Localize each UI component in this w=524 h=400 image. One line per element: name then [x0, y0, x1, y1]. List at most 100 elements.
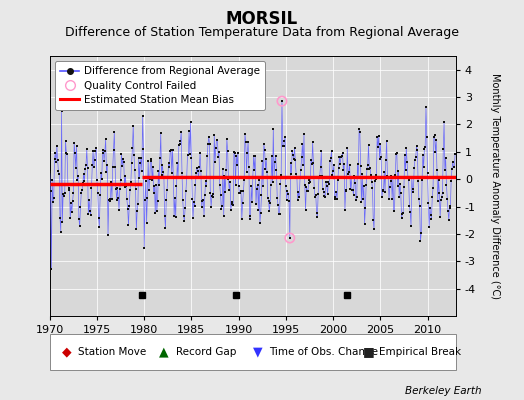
Point [121, 173, 129, 180]
Point [264, 194, 272, 201]
Point [132, 226, 140, 232]
Point [429, 185, 437, 191]
Point [246, 213, 255, 220]
Point [143, 219, 151, 226]
Point [63, 151, 71, 157]
Point [75, 223, 84, 229]
Point [102, 136, 110, 143]
Point [141, 197, 149, 204]
Point [124, 206, 132, 212]
Point [300, 131, 308, 137]
Point [352, 196, 360, 203]
Point [420, 146, 429, 152]
Point [413, 147, 421, 154]
Point [219, 165, 227, 172]
Point [212, 136, 221, 143]
Point [136, 160, 145, 167]
Point [427, 212, 435, 218]
Point [368, 185, 377, 191]
Point [247, 183, 255, 190]
Point [381, 157, 390, 164]
Point [47, 188, 55, 194]
Point [177, 129, 185, 135]
Point [271, 159, 279, 165]
Point [408, 175, 416, 181]
Point [447, 178, 455, 184]
Point [381, 189, 389, 196]
Point [61, 190, 69, 196]
Point [388, 196, 396, 202]
Point [121, 184, 129, 190]
Point [94, 190, 102, 196]
Legend: Difference from Regional Average, Quality Control Failed, Estimated Station Mean: Difference from Regional Average, Qualit… [55, 61, 265, 110]
Point [220, 173, 228, 180]
Point [130, 167, 139, 174]
Point [187, 119, 195, 126]
Point [46, 168, 54, 175]
Point [208, 193, 216, 199]
Point [79, 180, 87, 186]
Point [204, 141, 212, 148]
Point [150, 182, 159, 189]
Point [209, 194, 217, 200]
Point [416, 203, 424, 210]
Text: Berkeley Earth: Berkeley Earth [406, 386, 482, 396]
Point [392, 150, 400, 157]
Point [447, 166, 456, 172]
Point [48, 177, 57, 184]
Point [209, 191, 217, 197]
Point [441, 155, 450, 161]
Point [257, 192, 266, 198]
Point [311, 194, 319, 200]
Point [171, 214, 180, 220]
Point [254, 207, 263, 213]
Point [106, 196, 115, 202]
Point [427, 216, 435, 222]
Point [183, 152, 192, 158]
Point [249, 153, 258, 159]
Point [394, 168, 402, 174]
Point [174, 142, 183, 148]
Point [369, 216, 377, 223]
Point [126, 186, 134, 193]
Point [135, 155, 143, 161]
Point [99, 150, 107, 156]
Point [198, 198, 206, 204]
Point [211, 158, 219, 165]
Point [174, 174, 182, 180]
Point [222, 167, 230, 173]
Point [173, 160, 181, 166]
Point [383, 173, 391, 179]
Point [292, 171, 300, 177]
Point [430, 133, 438, 140]
Point [168, 147, 177, 153]
Point [380, 168, 388, 175]
Point [134, 200, 142, 207]
Point [450, 163, 458, 170]
Point [409, 188, 418, 195]
Point [375, 133, 383, 139]
Point [372, 171, 380, 178]
Point [387, 173, 396, 179]
Point [110, 129, 118, 135]
Point [307, 156, 315, 163]
Point [374, 144, 382, 150]
Point [267, 182, 275, 188]
Point [207, 204, 215, 210]
Point [95, 224, 104, 230]
Point [297, 167, 305, 173]
Point [383, 137, 391, 144]
Point [269, 126, 278, 132]
Point [97, 170, 105, 176]
Point [361, 220, 369, 227]
Point [117, 150, 126, 157]
Point [116, 176, 125, 183]
Point [312, 192, 320, 199]
Point [54, 168, 63, 175]
Point [287, 171, 296, 177]
Point [334, 165, 343, 171]
Point [147, 158, 156, 164]
Point [62, 150, 71, 156]
Point [277, 172, 286, 178]
Point [376, 141, 385, 147]
